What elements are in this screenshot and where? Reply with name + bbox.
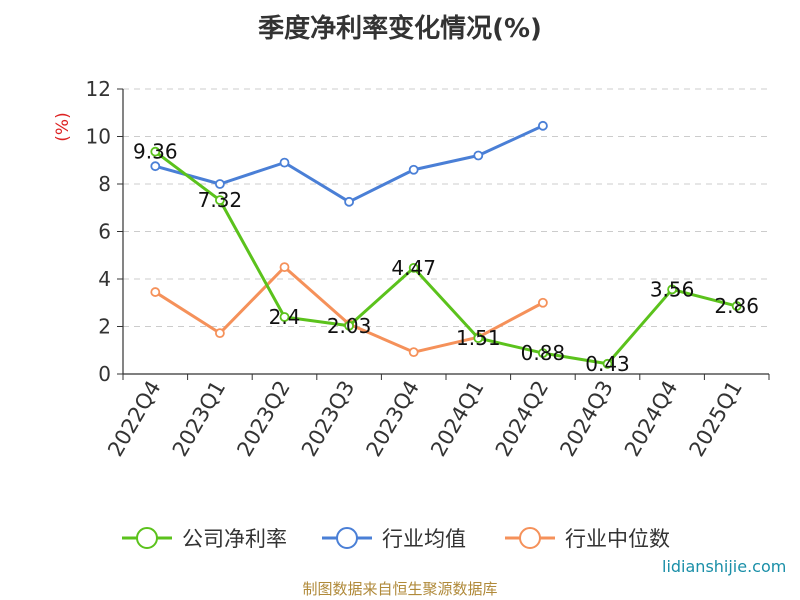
x-tick-label: 2024Q2: [491, 377, 553, 461]
legend-label: 公司净利率: [182, 527, 287, 551]
y-tick-label: 6: [98, 220, 111, 244]
data-label: 4.47: [391, 256, 436, 280]
data-point: [150, 287, 161, 297]
data-label: 1.51: [456, 326, 501, 350]
data-label: 2.86: [714, 294, 759, 318]
x-tick-label: 2023Q4: [362, 377, 424, 461]
y-tick-label: 4: [98, 267, 111, 291]
data-point: [279, 157, 290, 168]
data-point: [538, 348, 548, 359]
data-label: 2.03: [327, 314, 372, 338]
data-label: 7.32: [198, 188, 243, 212]
data-point: [408, 347, 419, 358]
y-axis-label: (%): [53, 112, 73, 141]
data-label: 0.88: [521, 341, 566, 365]
data-point: [408, 164, 419, 175]
data-point: [214, 195, 225, 206]
chart-title: 季度净利率变化情况(%): [258, 14, 542, 44]
x-tick-label: 2022Q4: [103, 377, 165, 461]
legend-label: 行业均值: [382, 527, 466, 551]
data-point: [731, 301, 742, 311]
data-point: [538, 120, 548, 131]
watermark: lidianshijie.com: [662, 557, 787, 576]
data-point: [150, 161, 161, 172]
y-tick-label: 2: [98, 315, 111, 339]
data-point: [344, 196, 355, 207]
data-label: 2.4: [269, 305, 301, 329]
data-label: 0.43: [585, 352, 630, 376]
data-point: [214, 328, 225, 339]
x-tick-label: 2023Q2: [232, 377, 294, 461]
data-point: [150, 146, 161, 157]
y-tick-label: 8: [98, 172, 111, 196]
data-point: [473, 333, 484, 344]
data-point: [667, 284, 677, 295]
x-tick-label: 2024Q4: [620, 377, 682, 461]
data-point: [344, 320, 355, 331]
y-tick-label: 12: [86, 77, 111, 101]
data-point: [279, 312, 290, 322]
x-tick-label: 2023Q3: [297, 377, 359, 461]
data-point: [473, 150, 484, 161]
y-tick-label: 0: [98, 362, 111, 386]
legend-label: 行业中位数: [565, 527, 670, 551]
x-tick-label: 2025Q1: [685, 377, 747, 461]
data-label: 3.56: [650, 277, 695, 301]
data-point: [279, 262, 290, 273]
series-line: [154, 150, 738, 366]
data-point: [538, 297, 548, 308]
legend-swatch-marker: [336, 527, 358, 549]
source-note: 制图数据来自恒生聚源数据库: [302, 580, 498, 598]
x-tick-label: 2023Q1: [168, 377, 230, 461]
legend-swatch-marker: [519, 527, 541, 549]
x-tick-label: 2024Q1: [426, 377, 488, 461]
data-point: [408, 262, 419, 273]
y-tick-label: 10: [86, 125, 111, 149]
legend-swatch-marker: [136, 527, 158, 549]
data-label: 9.36: [133, 140, 178, 164]
data-point: [602, 358, 613, 369]
data-point: [214, 179, 225, 189]
x-tick-label: 2024Q3: [555, 377, 617, 461]
